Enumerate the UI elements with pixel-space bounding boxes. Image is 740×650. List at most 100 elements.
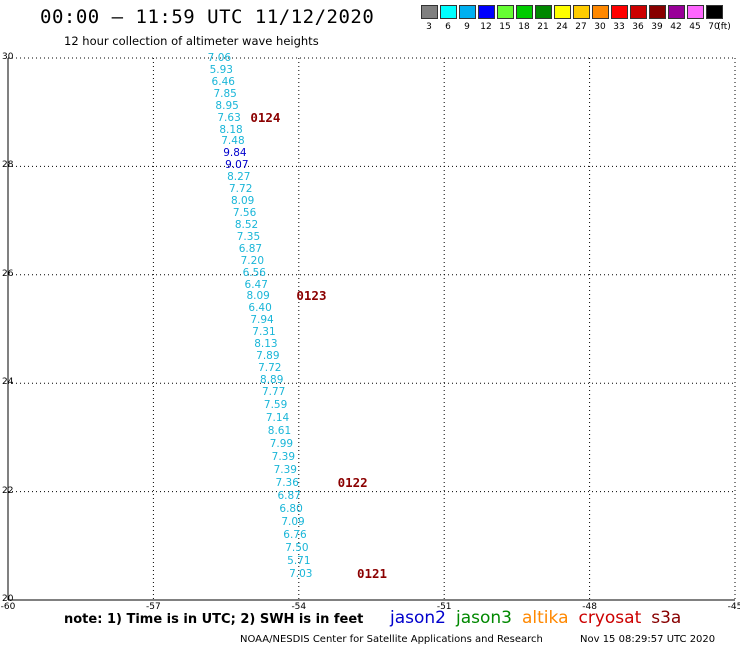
- legend-swatch: [497, 5, 514, 19]
- legend-swatch: [706, 5, 723, 19]
- legend-label: 12: [480, 22, 492, 32]
- wave-height-point: 8.61: [267, 424, 292, 437]
- legend-swatch: [535, 5, 552, 19]
- satellite-name: jason2: [390, 608, 446, 628]
- wave-height-point: 8.18: [219, 123, 243, 136]
- legend-label: 9: [464, 22, 470, 32]
- wave-height-point: 8.27: [227, 171, 251, 184]
- legend-label: 15: [499, 22, 511, 32]
- credit-text: NOAA/NESDIS Center for Satellite Applica…: [240, 634, 543, 645]
- wave-height-point: 7.99: [269, 437, 294, 450]
- wave-height-point: 7.85: [213, 87, 237, 100]
- wave-height-point: 7.03: [289, 567, 313, 580]
- y-tick-label: 22: [2, 485, 14, 496]
- wave-height-point: 6.87: [238, 242, 263, 255]
- wave-height-point: 7.72: [258, 362, 282, 375]
- wave-height-point: 8.89: [260, 373, 284, 386]
- x-tick-label: -54: [291, 602, 307, 612]
- wave-height-point: 7.94: [250, 314, 274, 327]
- wave-height-point: 8.95: [215, 99, 239, 112]
- wave-height-point: 7.36: [275, 476, 299, 489]
- x-tick-label: -60: [0, 602, 16, 612]
- legend-label: 45: [689, 22, 701, 32]
- legend-swatch: [573, 5, 590, 19]
- timestamp-text: Nov 15 08:29:57 UTC 2020: [580, 634, 716, 645]
- wave-height-point: 7.72: [229, 183, 253, 196]
- legend-label: 3: [426, 22, 432, 32]
- legend-label: 36: [632, 22, 644, 32]
- wave-height-point: 7.39: [273, 463, 297, 476]
- wave-height-point: 6.80: [279, 502, 303, 515]
- legend-label: 6: [445, 22, 451, 32]
- y-tick-label: 24: [2, 377, 14, 388]
- wave-height-point: 7.50: [285, 541, 309, 554]
- wave-height-point: 6.40: [248, 302, 272, 315]
- wave-height-point: 7.59: [263, 398, 288, 411]
- wave-height-point: 7.06: [207, 52, 232, 64]
- x-tick-label: -57: [146, 602, 161, 612]
- wave-height-point: 7.35: [236, 230, 261, 243]
- wave-height-point: 8.52: [234, 218, 259, 231]
- x-tick-label: -45: [727, 602, 740, 612]
- legend-label: 39: [651, 22, 663, 32]
- legend-swatch: [440, 5, 457, 19]
- x-tick-label: -48: [582, 602, 597, 612]
- legend-label: 30: [594, 22, 606, 32]
- wave-height-point: 7.14: [265, 411, 290, 424]
- wave-height-point: 6.56: [242, 266, 266, 279]
- note-text: note: 1) Time is in UTC; 2) SWH is in fe…: [64, 612, 364, 627]
- legend-label: 70: [708, 22, 720, 32]
- wave-height-point: 5.93: [209, 63, 233, 76]
- pass-label: 0123: [296, 288, 327, 304]
- legend-label: 42: [670, 22, 682, 32]
- wave-height-point: 7.39: [271, 450, 296, 463]
- legend-swatch: [478, 5, 495, 19]
- satellite-name: altika: [522, 608, 569, 628]
- legend-swatch: [592, 5, 609, 19]
- legend-label: 27: [575, 22, 587, 32]
- satellite-legend: jason2 jason3 altika cryosat s3a: [390, 608, 691, 628]
- legend-swatch: [649, 5, 666, 19]
- wave-height-point: 7.31: [252, 326, 276, 339]
- wave-height-point: 7.63: [217, 111, 241, 124]
- satellite-name: cryosat: [578, 608, 642, 628]
- y-tick-label: 26: [2, 268, 14, 279]
- legend-swatch: [516, 5, 533, 19]
- satellite-name: jason3: [456, 608, 512, 628]
- wave-height-point: 9.84: [223, 147, 247, 160]
- wave-height-point: 6.76: [283, 528, 307, 541]
- legend-swatch: [630, 5, 647, 19]
- legend-swatch: [668, 5, 685, 19]
- legend-swatch: [421, 5, 438, 19]
- wave-height-point: 7.56: [232, 207, 257, 219]
- wave-height-point: 6.47: [244, 278, 268, 291]
- wave-height-point: 7.20: [240, 254, 265, 267]
- wave-height-point: 8.09: [230, 195, 255, 208]
- chart-title: 00:00 – 11:59 UTC 11/12/2020: [40, 6, 375, 28]
- wave-height-point: 5.71: [287, 554, 311, 567]
- legend-label: 21: [537, 22, 549, 32]
- wave-height-point: 8.13: [254, 338, 278, 351]
- wave-height-point: 6.87: [277, 489, 301, 502]
- wave-height-point: 7.09: [281, 515, 305, 528]
- legend-swatch: [554, 5, 571, 19]
- y-tick-label: 20: [2, 594, 14, 604]
- wave-height-point: 7.48: [221, 135, 245, 148]
- pass-label: 0122: [337, 474, 368, 490]
- wave-height-point: 8.09: [246, 290, 270, 303]
- legend-label: 24: [556, 22, 568, 32]
- satellite-name: s3a: [651, 608, 682, 628]
- pass-label: 0121: [356, 565, 388, 581]
- pass-label: 0124: [250, 109, 281, 125]
- x-tick-label: -51: [436, 602, 452, 612]
- wave-height-point: 6.46: [211, 75, 235, 88]
- legend-unit: (ft): [717, 22, 731, 32]
- y-tick-label: 28: [2, 160, 14, 171]
- wave-height-point: 7.89: [256, 350, 280, 363]
- wave-height-point: 7.77: [261, 385, 286, 398]
- legend-label: 33: [613, 22, 625, 32]
- chart-subtitle: 12 hour collection of altimeter wave hei…: [64, 34, 319, 48]
- legend-swatch: [687, 5, 704, 19]
- y-tick-label: 30: [2, 52, 14, 62]
